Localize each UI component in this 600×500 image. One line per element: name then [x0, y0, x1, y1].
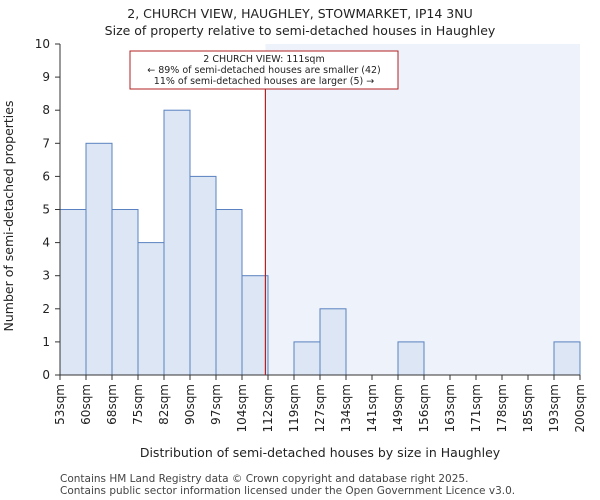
bar-60sqm	[85, 142, 113, 376]
y-tick-label: 1	[42, 335, 50, 349]
x-tick-label: 104sqm	[235, 384, 249, 432]
y-axis-label: Number of semi-detached properties	[1, 101, 16, 332]
x-tick-label: 127sqm	[313, 384, 327, 432]
x-tick-label: 156sqm	[417, 384, 431, 432]
x-tick-label: 171sqm	[469, 384, 483, 432]
x-tick-label: 178sqm	[495, 384, 509, 432]
x-tick-label: 68sqm	[105, 384, 119, 425]
bar-104sqm	[241, 275, 269, 376]
x-tick-label: 119sqm	[287, 384, 301, 432]
annotation-line-1: 2 CHURCH VIEW: 111sqm	[203, 54, 324, 65]
chart-subtitle: Size of property relative to semi-detach…	[105, 23, 496, 38]
chart-title: 2, CHURCH VIEW, HAUGHLEY, STOWMARKET, IP…	[127, 6, 472, 21]
x-tick-label: 53sqm	[53, 384, 67, 425]
bar-90sqm	[189, 175, 217, 376]
y-tick-label: 10	[35, 37, 50, 51]
y-tick-label: 6	[42, 169, 50, 183]
annotation-line-2: ← 89% of semi-detached houses are smalle…	[147, 65, 381, 76]
x-tick-label: 193sqm	[547, 384, 561, 432]
x-tick-label: 200sqm	[573, 384, 587, 432]
bar-149sqm	[397, 341, 425, 376]
y-tick-label: 3	[42, 269, 50, 283]
x-tick-label: 90sqm	[183, 384, 197, 425]
footer-line-1: Contains HM Land Registry data © Crown c…	[60, 473, 468, 485]
y-tick-label: 5	[42, 203, 50, 217]
y-tick-label: 2	[42, 302, 50, 316]
x-axis-label: Distribution of semi-detached houses by …	[140, 445, 501, 460]
bar-75sqm	[137, 242, 165, 376]
x-tick-label: 60sqm	[79, 384, 93, 425]
annotation-line-3: 11% of semi-detached houses are larger (…	[154, 76, 374, 87]
x-tick-label: 82sqm	[157, 384, 171, 425]
x-tick-label: 163sqm	[443, 384, 457, 432]
x-tick-label: 185sqm	[521, 384, 535, 432]
y-tick-label: 7	[42, 136, 50, 150]
y-tick-label: 4	[42, 236, 50, 250]
x-tick-label: 112sqm	[261, 384, 275, 432]
annotation-box	[129, 50, 399, 90]
x-tick-label: 149sqm	[391, 384, 405, 432]
x-tick-label: 97sqm	[209, 384, 223, 425]
bar-53sqm	[59, 209, 87, 376]
x-tick-label: 134sqm	[339, 384, 353, 432]
plot-area: 0 1 2 3 4 5 6 7 8 9 10 53sqm 60sqm 68sqm 75sqm 82sqm 90s…	[35, 37, 587, 432]
bar-68sqm	[111, 209, 139, 376]
bar-82sqm	[163, 109, 191, 376]
footer-line-2: Contains public sector information licen…	[60, 485, 515, 497]
y-tick-label: 0	[42, 368, 50, 382]
bar-119sqm	[293, 341, 321, 376]
x-tick-label: 141sqm	[365, 384, 379, 432]
bar-193sqm	[553, 341, 581, 376]
x-tick-label: 75sqm	[131, 384, 145, 425]
bar-97sqm	[215, 209, 243, 376]
bar-127sqm	[319, 308, 347, 376]
y-tick-label: 9	[42, 70, 50, 84]
y-tick-label: 8	[42, 103, 50, 117]
larger-region-highlight	[265, 44, 580, 375]
